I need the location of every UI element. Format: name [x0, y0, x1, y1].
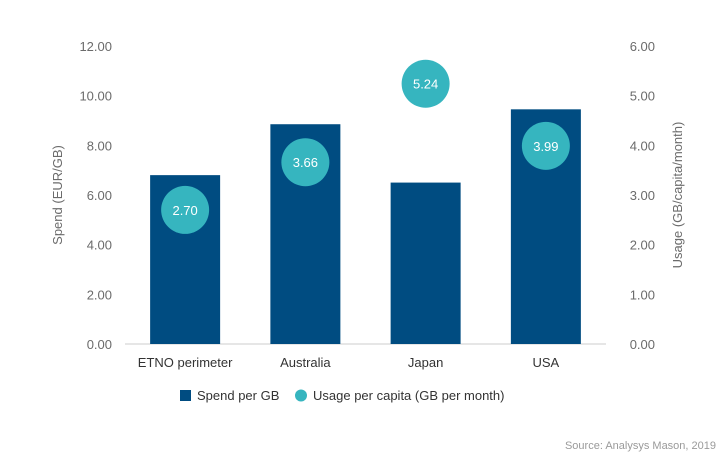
bubble-label: 2.70: [172, 203, 197, 218]
y-tick-left: 8.00: [87, 138, 112, 153]
bar-series: [150, 109, 581, 344]
y-tick-right: 5.00: [630, 89, 655, 104]
bubble: [401, 59, 450, 108]
source-note: Source: Analysys Mason, 2019: [565, 440, 716, 452]
y-tick-right: 1.00: [630, 287, 655, 302]
legend-swatch-spend: [180, 390, 191, 401]
x-axis-categories: ETNO perimeter Australia Japan USA: [138, 355, 560, 370]
bar: [390, 182, 461, 344]
bubble: [521, 121, 570, 170]
category-label: ETNO perimeter: [138, 355, 233, 370]
bubble-label: 5.24: [413, 77, 438, 92]
bubble-label: 3.99: [533, 139, 558, 154]
bubble: [161, 185, 210, 234]
legend-swatch-usage: [295, 389, 307, 402]
y-tick-left: 10.00: [79, 89, 112, 104]
y-tick-left: 6.00: [87, 188, 112, 203]
bubble: [281, 138, 330, 187]
y-axis-ticks-left: 0.00 2.00 4.00 6.00 8.00 10.00 12.00: [79, 39, 112, 352]
category-label: Australia: [280, 355, 331, 370]
legend-label-spend: Spend per GB: [197, 388, 279, 403]
y-tick-left: 4.00: [87, 238, 112, 253]
y-tick-right: 3.00: [630, 188, 655, 203]
y-tick-right: 6.00: [630, 39, 655, 54]
bubble-series: 2.70 3.66 5.24 3.99: [161, 59, 570, 234]
category-label: USA: [533, 355, 560, 370]
y-axis-title-left: Spend (EUR/GB): [50, 145, 65, 245]
y-tick-right: 4.00: [630, 138, 655, 153]
legend-label-usage: Usage per capita (GB per month): [313, 388, 504, 403]
y-tick-right: 0.00: [630, 337, 655, 352]
category-label: Japan: [408, 355, 443, 370]
y-tick-left: 2.00: [87, 287, 112, 302]
bubble-label: 3.66: [293, 155, 318, 170]
y-axis-ticks-right: 0.00 1.00 2.00 3.00 4.00 5.00 6.00: [630, 39, 655, 352]
y-tick-left: 0.00: [87, 337, 112, 352]
y-tick-right: 2.00: [630, 238, 655, 253]
y-tick-left: 12.00: [79, 39, 112, 54]
y-axis-title-right: Usage (GB/capita/month): [670, 122, 685, 269]
legend: Spend per GB Usage per capita (GB per mo…: [180, 388, 504, 403]
